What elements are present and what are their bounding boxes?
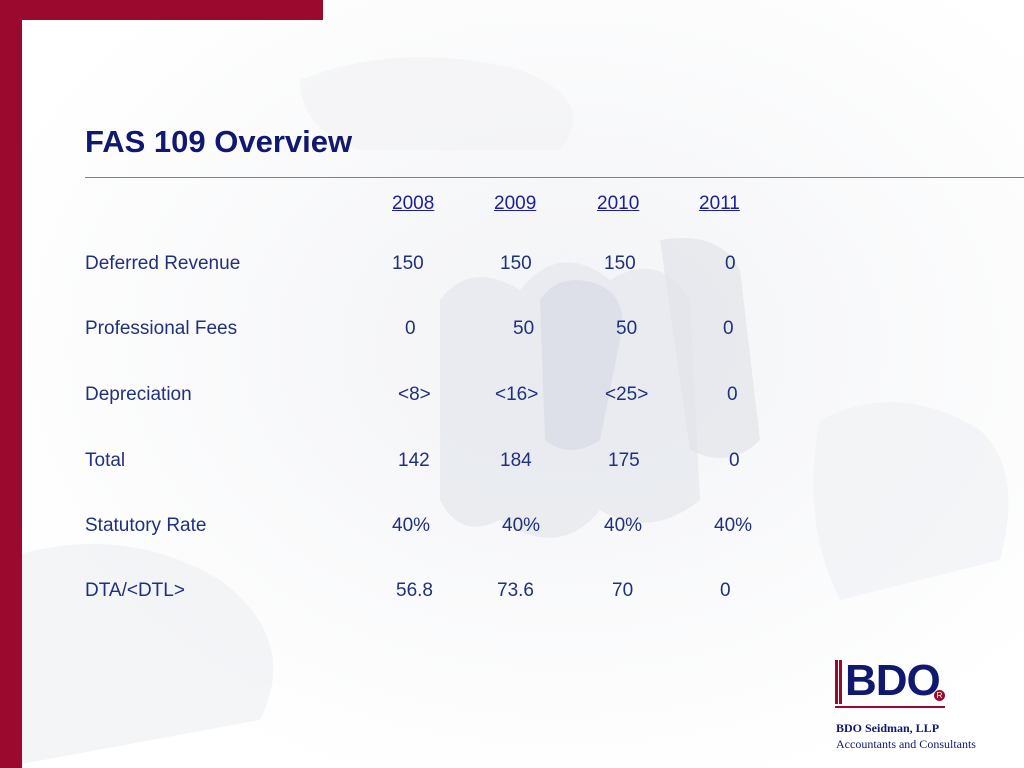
registered-mark-icon: R	[934, 690, 945, 701]
logo-text: BDO	[845, 656, 941, 705]
table-cell: 56.8	[396, 580, 433, 601]
year-header-2010: 2010	[597, 193, 640, 214]
company-name: BDO Seidman, LLP	[836, 721, 940, 735]
row-label-dta-dtl: DTA/<DTL>	[85, 580, 185, 601]
slide-title: FAS 109 Overview	[85, 124, 353, 159]
bdo-logo: BDO R	[835, 656, 947, 706]
table-cell: 0	[729, 450, 740, 471]
logo-underline	[835, 706, 945, 708]
table-cell: 142	[398, 450, 430, 471]
table-cell: 70	[612, 580, 634, 601]
table-cell: <8>	[398, 384, 431, 405]
table-cell: 175	[608, 450, 640, 471]
table-cell: 0	[405, 318, 416, 339]
table-cell: 150	[500, 253, 532, 274]
company-tagline: Accountants and Consultants	[836, 737, 976, 751]
table-cell: 150	[392, 253, 424, 274]
table-cell: <16>	[495, 384, 539, 405]
table-cell: 0	[723, 318, 734, 339]
table-cell: 40%	[392, 515, 431, 536]
row-label-deferred-revenue: Deferred Revenue	[85, 253, 241, 274]
table-cell: 0	[725, 253, 736, 274]
table-cell: 40%	[502, 515, 541, 536]
table-cell: 40%	[714, 515, 753, 536]
table-cell: 40%	[604, 515, 643, 536]
logo-bars	[835, 660, 845, 704]
table-cell: 150	[604, 253, 636, 274]
year-header-2009: 2009	[494, 193, 537, 214]
table-cell: <25>	[605, 384, 649, 405]
table-cell: 50	[616, 318, 638, 339]
table-cell: 73.6	[497, 580, 534, 601]
top-accent-bar	[0, 0, 323, 20]
row-label-depreciation: Depreciation	[85, 384, 192, 405]
table-cell: 0	[727, 384, 738, 405]
year-header-2008: 2008	[392, 193, 435, 214]
title-divider	[85, 177, 1024, 178]
table-cell: 184	[500, 450, 532, 471]
year-header-2011: 2011	[699, 193, 740, 214]
table-cell: 50	[513, 318, 535, 339]
table-cell: 0	[720, 580, 731, 601]
row-label-professional-fees: Professional Fees	[85, 318, 238, 339]
row-label-total: Total	[85, 450, 126, 471]
left-accent-bar	[0, 0, 22, 768]
row-label-statutory-rate: Statutory Rate	[85, 515, 207, 536]
